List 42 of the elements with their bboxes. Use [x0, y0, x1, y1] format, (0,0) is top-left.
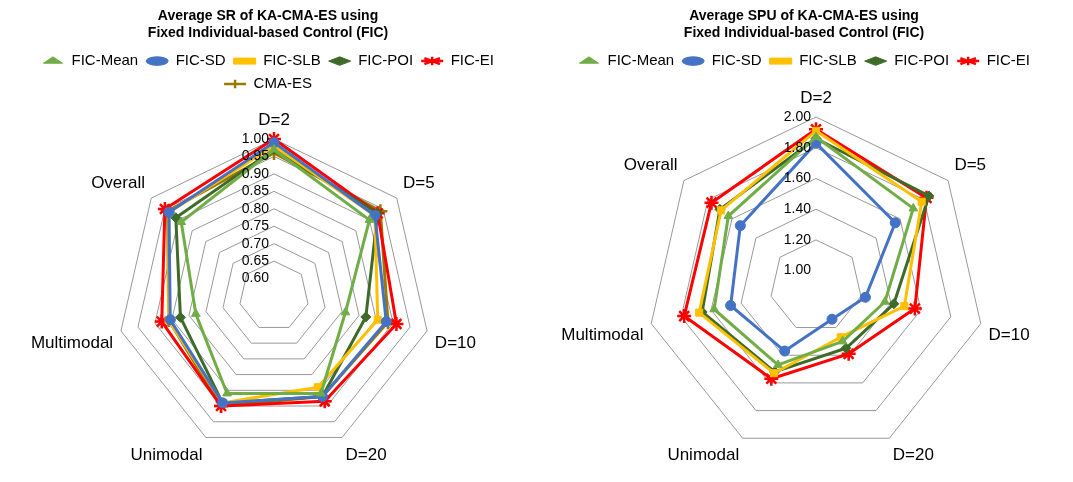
spoke-label: Overall	[91, 172, 145, 192]
chart-title: Average SR of KA-CMA-ES using Fixed Individual-based Control (FIC)	[147, 7, 389, 41]
spoke-label: D=5	[403, 172, 435, 192]
y-tick-label: 0.80	[241, 199, 270, 216]
y-tick-label: 0.85	[241, 182, 270, 199]
y-tick-label: 0.90	[241, 164, 270, 181]
legend-label: FIC-Mean	[607, 51, 675, 69]
spoke-label: Unimodal	[667, 445, 740, 465]
y-tick-label: 1.80	[783, 138, 812, 155]
legend-label: FIC-EI	[450, 51, 495, 69]
spoke-label: D=20	[345, 444, 387, 464]
spoke-label: D=2	[800, 88, 832, 108]
spoke-label: Overall	[623, 155, 678, 175]
legend-label: FIC-POI	[358, 51, 414, 69]
legend-label: FIC-POI	[894, 51, 950, 69]
spoke-label: D=5	[954, 155, 987, 175]
spoke-label: Unimodal	[130, 444, 203, 464]
chart-title: Average SPU of KA-CMA-ES using Fixed Individual-based Control (FIC)	[683, 7, 925, 41]
spoke-label: D=10	[988, 325, 1030, 345]
legend-label: FIC-SLB	[263, 51, 321, 69]
legend-label: FIC-SLB	[799, 51, 857, 69]
spoke-label: D=10	[434, 332, 476, 352]
legend-label: FIC-SD	[711, 51, 762, 69]
spoke-label: Multimodal	[561, 325, 644, 345]
legend-label: FIC-EI	[986, 51, 1031, 69]
legend-label: FIC-SD	[175, 51, 226, 69]
y-tick-label: 1.00	[783, 261, 812, 278]
y-tick-label: 0.75	[241, 217, 270, 234]
spoke-label: D=20	[892, 445, 934, 465]
y-tick-label: 1.20	[783, 230, 812, 247]
y-tick-label: 0.60	[241, 269, 270, 286]
spoke-label: D=2	[258, 110, 290, 130]
y-tick-label: 0.65	[241, 251, 270, 268]
y-tick-label: 0.95	[241, 147, 270, 164]
y-tick-label: 0.70	[241, 234, 270, 251]
y-tick-label: 1.40	[783, 200, 812, 217]
spoke-label: Multimodal	[30, 332, 114, 352]
y-tick-label: 2.00	[783, 107, 812, 124]
y-tick-label: 1.00	[241, 129, 270, 146]
legend-label: CMA-ES	[253, 74, 312, 92]
y-tick-label: 1.60	[783, 169, 812, 186]
legend-label: FIC-Mean	[71, 51, 139, 69]
